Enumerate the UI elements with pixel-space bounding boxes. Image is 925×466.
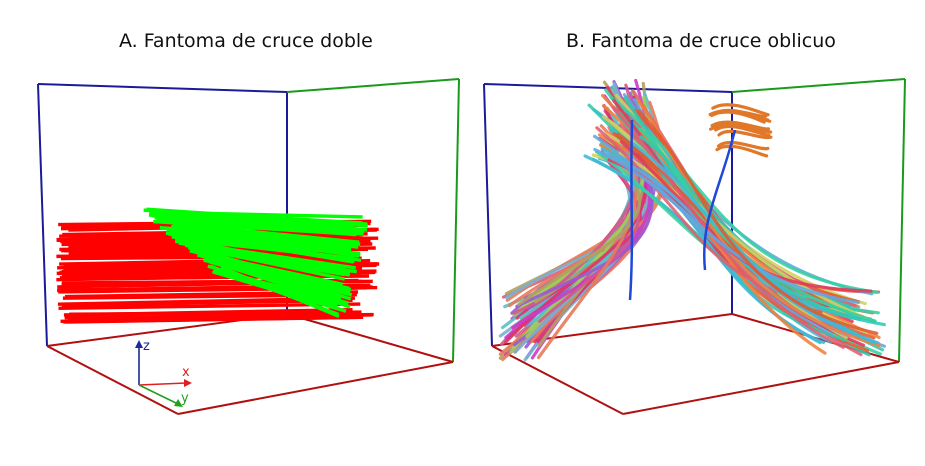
orange-fiber <box>715 144 769 158</box>
fiber-bundle-2 <box>612 105 845 349</box>
panel-b-box <box>483 78 906 415</box>
orange-fiber <box>716 140 770 151</box>
green-fiber <box>174 239 356 270</box>
panel-b-title: B. Fantoma de cruce oblicuo <box>566 30 836 52</box>
red-fiber <box>64 312 374 320</box>
green-fiber <box>195 248 357 274</box>
z-axis-label: z <box>143 339 150 354</box>
blue-fiber <box>703 129 737 271</box>
panel-a-title: A. Fantoma de cruce doble <box>119 30 373 52</box>
green-fiber <box>214 252 347 295</box>
blue-fiber <box>628 119 634 301</box>
panel-b-fibers <box>498 78 886 362</box>
green-fiber <box>153 219 357 237</box>
x-axis-label: x <box>182 365 190 380</box>
green-fiber <box>171 225 357 247</box>
red-fiber <box>64 315 361 324</box>
red-fiber <box>69 310 362 316</box>
green-fiber <box>146 207 368 226</box>
red-fiber <box>59 271 361 280</box>
orange-fiber <box>711 103 770 117</box>
orange-fiber <box>717 129 773 140</box>
orange-fiber <box>712 109 770 122</box>
y-axis-label: y <box>181 391 189 406</box>
green-fiber <box>157 217 368 228</box>
fiber-bundle-2 <box>637 109 879 335</box>
orange-fiber <box>714 124 767 135</box>
axes-gizmo: z x y <box>135 339 192 407</box>
green-fiber <box>165 231 351 249</box>
green-fiber <box>212 270 347 313</box>
green-fiber <box>189 249 344 287</box>
panel-a-fibers <box>56 207 380 324</box>
